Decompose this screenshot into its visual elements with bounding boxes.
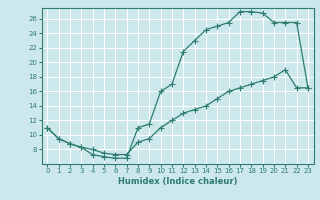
X-axis label: Humidex (Indice chaleur): Humidex (Indice chaleur) <box>118 177 237 186</box>
